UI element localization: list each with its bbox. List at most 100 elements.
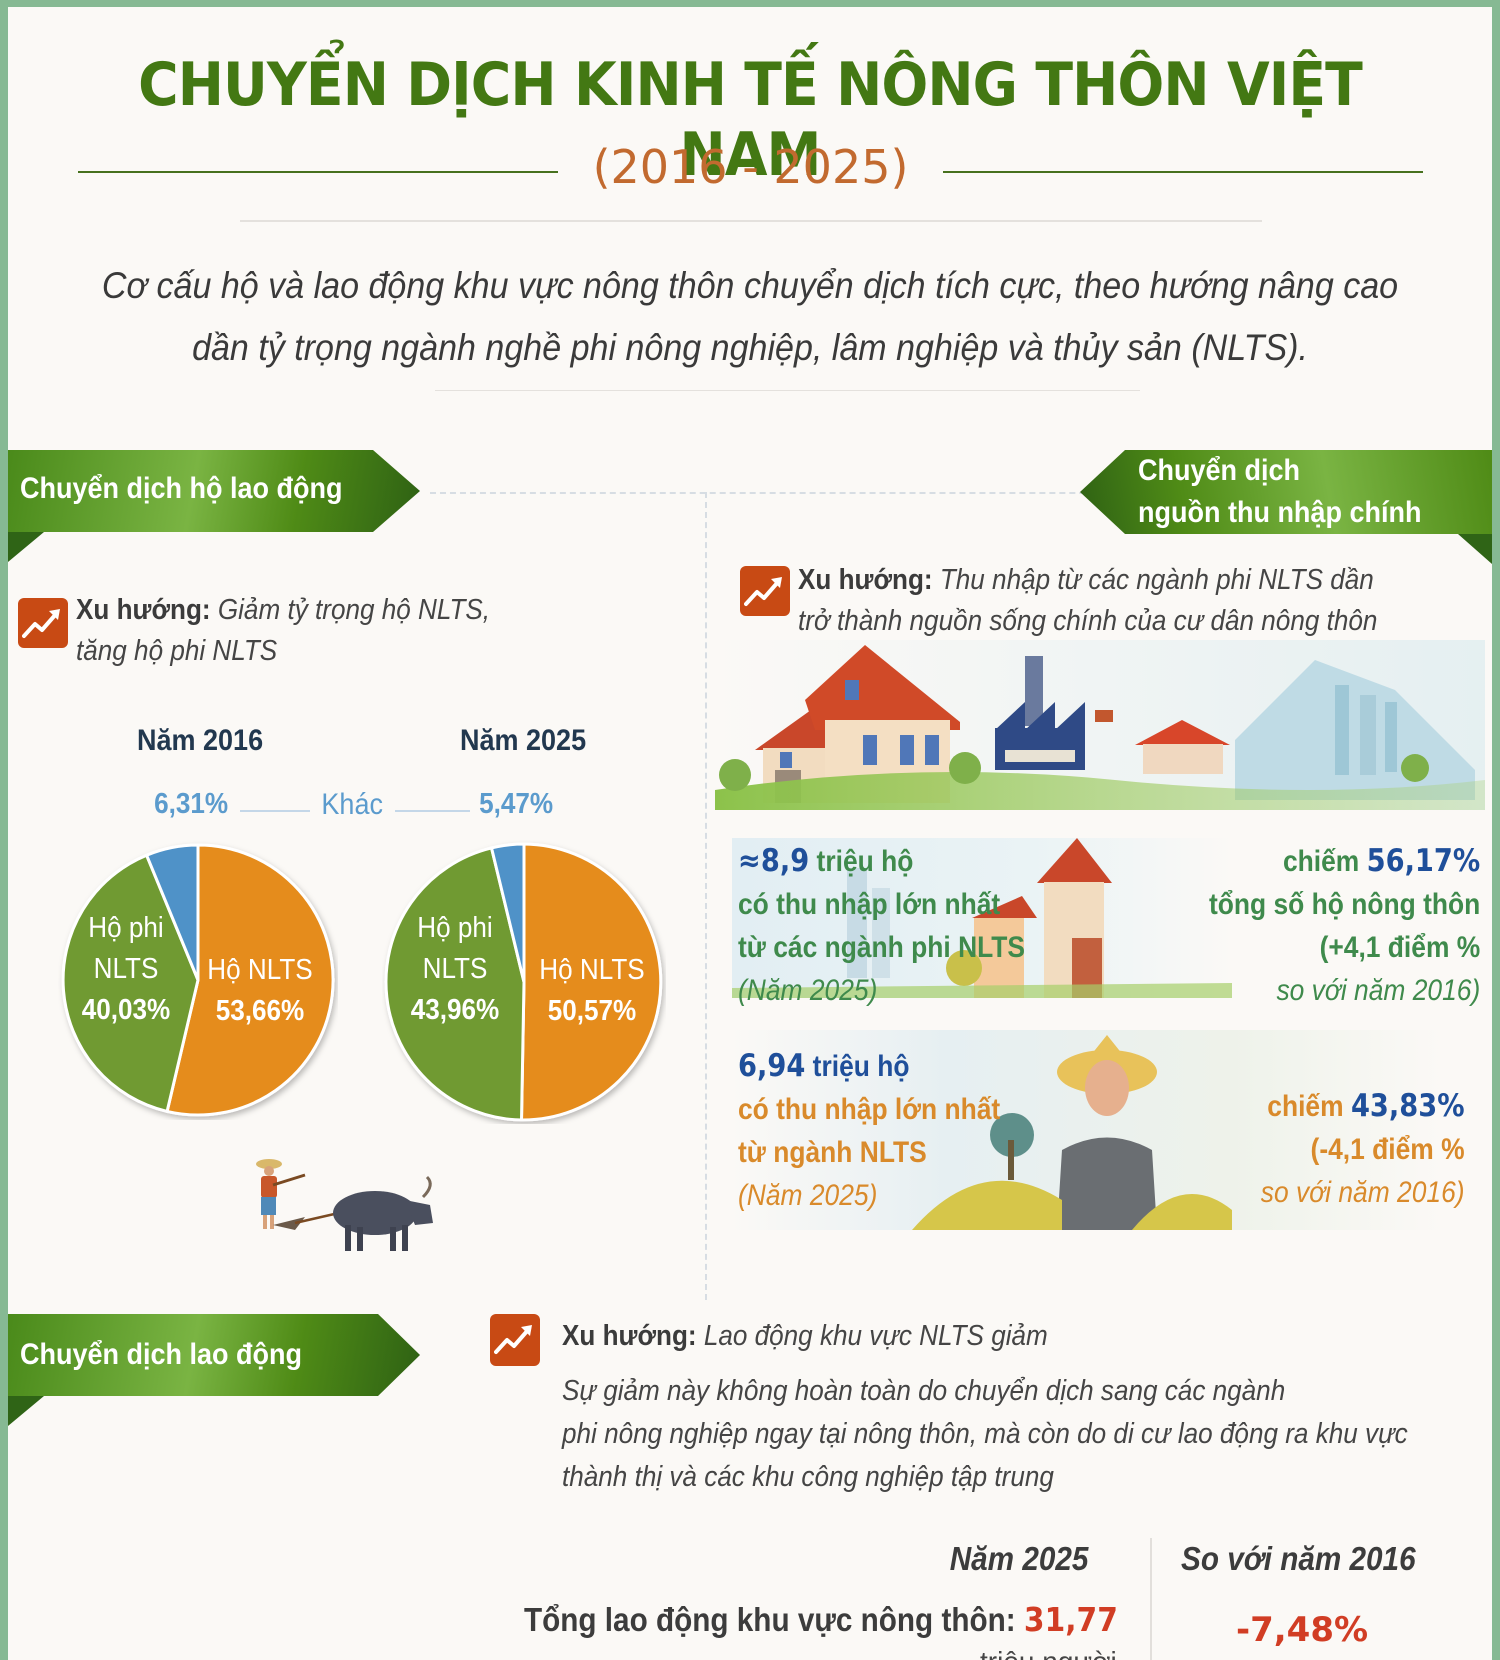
trend-line-1: Giảm tỷ trọng hộ NLTS, — [217, 594, 491, 626]
stat-year: (Năm 2025) — [738, 1179, 878, 1212]
pie-2025-non-nlts-label: Hộ phi NLTS 43,96% — [410, 908, 500, 1031]
explain-line-2: phi nông nghiệp ngay tại nông thôn, mà c… — [562, 1418, 1408, 1450]
intro-line-1: Cơ cấu hộ và lao động khu vực nông thôn … — [101, 265, 1399, 306]
year-label-2016: Năm 2016 — [137, 724, 264, 757]
ribbon-households: Chuyển dịch hộ lao động — [8, 450, 420, 532]
farmer-buffalo-illustration — [256, 1159, 433, 1251]
pie-chart-2025 — [384, 842, 663, 1122]
stat-line-3: từ ngành NLTS — [738, 1136, 927, 1169]
share-prefix: chiếm — [1282, 845, 1360, 878]
pie-2016-nlts-label: Hộ NLTS 53,66% — [206, 950, 314, 1032]
column-header-compare: So với năm 2016 — [1181, 1540, 1416, 1577]
share-prefix: chiếm — [1267, 1090, 1345, 1123]
ribbon-income-line-2: nguồn thu nhập chính — [1138, 496, 1422, 529]
unit-label: triệu hộ — [812, 1050, 910, 1083]
other-value-2025: 5,47% — [479, 788, 554, 820]
non-nlts-household-count: 8,9 — [760, 843, 810, 879]
year-label-2025: Năm 2025 — [460, 724, 587, 757]
explain-line-1: Sự giảm này không hoàn toàn do chuyển dị… — [562, 1375, 1286, 1407]
share-line-2: tổng số hộ nông thôn — [1208, 888, 1480, 921]
non-nlts-right-stats: chiếm 56,17% tổng số hộ nông thôn (+4,1 … — [1209, 840, 1480, 1012]
trend-up-icon — [18, 598, 68, 648]
intro-line-2: dần tỷ trọng ngành nghề phi nông nghiệp,… — [192, 327, 1308, 368]
nlts-right-stats: chiếm 43,83% (-4,1 điểm % so với năm 201… — [1261, 1085, 1465, 1214]
pie-2016-non-nlts-label: Hộ phi NLTS 40,03% — [81, 908, 171, 1031]
nlts-share: 43,83% — [1351, 1088, 1465, 1124]
pie-2025-nlts-label: Hộ NLTS 50,57% — [538, 950, 646, 1032]
header-divider — [240, 220, 1262, 222]
trend-line-2: trở thành nguồn sống chính của cư dân nô… — [798, 605, 1378, 637]
section-divider-h — [430, 492, 1445, 494]
frame-right — [1492, 0, 1500, 1660]
unit-label: triệu hộ — [816, 845, 914, 878]
ribbon-body — [8, 1314, 420, 1396]
labor-total-row: Tổng lao động khu vực nông thôn: 31,77 — [524, 1600, 1118, 1639]
column-header-year: Năm 2025 — [949, 1540, 1089, 1577]
intro-divider — [435, 390, 1140, 391]
trend-line-1: Thu nhập từ các ngành phi NLTS dần — [939, 564, 1374, 596]
intro-text: Cơ cấu hộ và lao động khu vực nông thôn … — [78, 255, 1421, 379]
nlts-value: 50,57% — [547, 995, 637, 1027]
ribbon-income-line-1: Chuyển dịch — [1138, 454, 1301, 487]
non-nlts-card-illustration — [732, 838, 1232, 998]
period-line-right — [943, 171, 1423, 173]
other-label: Khác — [321, 788, 383, 821]
period-line-left — [78, 171, 558, 173]
period-label: (2016 - 2025) — [592, 140, 909, 194]
ribbon-income-label: Chuyển dịch nguồn thu nhập chính — [1138, 450, 1421, 534]
table-column-divider — [1150, 1538, 1152, 1660]
trend-text: Lao động khu vực NLTS giảm — [703, 1320, 1048, 1352]
stat-line-3: từ các ngành phi NLTS — [738, 931, 1026, 964]
ribbon-body — [8, 450, 420, 532]
trend-up-icon — [740, 566, 790, 616]
section-divider-v — [705, 492, 707, 1300]
other-connector-right — [395, 810, 470, 812]
pie-chart-2016 — [61, 843, 335, 1117]
change-line: (+4,1 điểm % — [1319, 931, 1480, 964]
ribbon-body — [1080, 450, 1492, 534]
ribbon-households-label: Chuyển dịch hộ lao động — [20, 472, 343, 505]
labor-total-unit: triệu người — [980, 1646, 1117, 1660]
compare-line: so với năm 2016) — [1261, 1176, 1465, 1209]
page-title: CHUYỂN DỊCH KINH TẾ NÔNG THÔN VIỆT NAM — [138, 50, 1363, 190]
trend-up-icon — [490, 1314, 540, 1366]
approx-symbol: ≈ — [738, 843, 761, 879]
stat-line-2: có thu nhập lớn nhất — [738, 1093, 1001, 1126]
income-trend: Xu hướng: Thu nhập từ các ngành phi NLTS… — [798, 560, 1377, 642]
nlts-farmer-illustration — [732, 1030, 1442, 1230]
other-value-2016: 6,31% — [154, 788, 229, 820]
labor-trend: Xu hướng: Lao động khu vực NLTS giảm — [562, 1316, 1048, 1357]
row-label: Tổng lao động khu vực nông thôn: — [524, 1601, 1016, 1638]
non-nlts-label-line-2: NLTS — [93, 953, 159, 985]
households-trend: Xu hướng: Giảm tỷ trọng hộ NLTS, tăng hộ… — [76, 590, 490, 672]
non-nlts-value: 40,03% — [81, 994, 171, 1026]
non-nlts-share: 56,17% — [1366, 843, 1480, 879]
other-connector-left — [240, 810, 310, 812]
labor-change-value: -7,48% — [1236, 1610, 1369, 1650]
houses-factory-illustration — [715, 640, 1485, 810]
non-nlts-label-line-1: Hộ phi — [88, 912, 164, 944]
trend-label: Xu hướng: — [798, 564, 933, 596]
trend-line-2: tăng hộ phi NLTS — [76, 635, 278, 667]
ribbon-income: Chuyển dịch nguồn thu nhập chính — [1080, 450, 1492, 534]
nlts-value: 53,66% — [215, 995, 305, 1027]
ribbon-labor: Chuyển dịch lao động — [8, 1314, 420, 1396]
trend-label: Xu hướng: — [76, 594, 211, 626]
nlts-household-count: 6,94 — [738, 1048, 806, 1084]
stat-line-2: có thu nhập lớn nhất — [738, 888, 1001, 921]
trend-label: Xu hướng: — [562, 1320, 697, 1352]
other-legend-row: 6,31% Khác 5,47% — [140, 788, 580, 828]
ribbon-labor-label: Chuyển dịch lao động — [20, 1338, 303, 1371]
labor-total-value: 31,77 — [1024, 1600, 1118, 1639]
change-line: (-4,1 điểm % — [1310, 1133, 1465, 1166]
explain-line-3: thành thị và các khu công nghiệp tập tru… — [562, 1461, 1054, 1493]
ribbon-fold — [8, 1396, 44, 1426]
non-nlts-left-stats: ≈8,9 triệu hộ có thu nhập lớn nhất từ cá… — [738, 840, 1025, 1012]
stat-year: (Năm 2025) — [738, 974, 878, 1007]
nlts-left-stats: 6,94 triệu hộ có thu nhập lớn nhất từ ng… — [738, 1045, 1000, 1217]
non-nlts-label-line-2: NLTS — [422, 953, 488, 985]
nlts-label: Hộ NLTS — [207, 954, 313, 986]
period-row: (2016 - 2025) — [78, 140, 1423, 200]
labor-explanation: Sự giảm này không hoàn toàn do chuyển dị… — [562, 1370, 1408, 1499]
frame-left — [0, 0, 8, 1660]
